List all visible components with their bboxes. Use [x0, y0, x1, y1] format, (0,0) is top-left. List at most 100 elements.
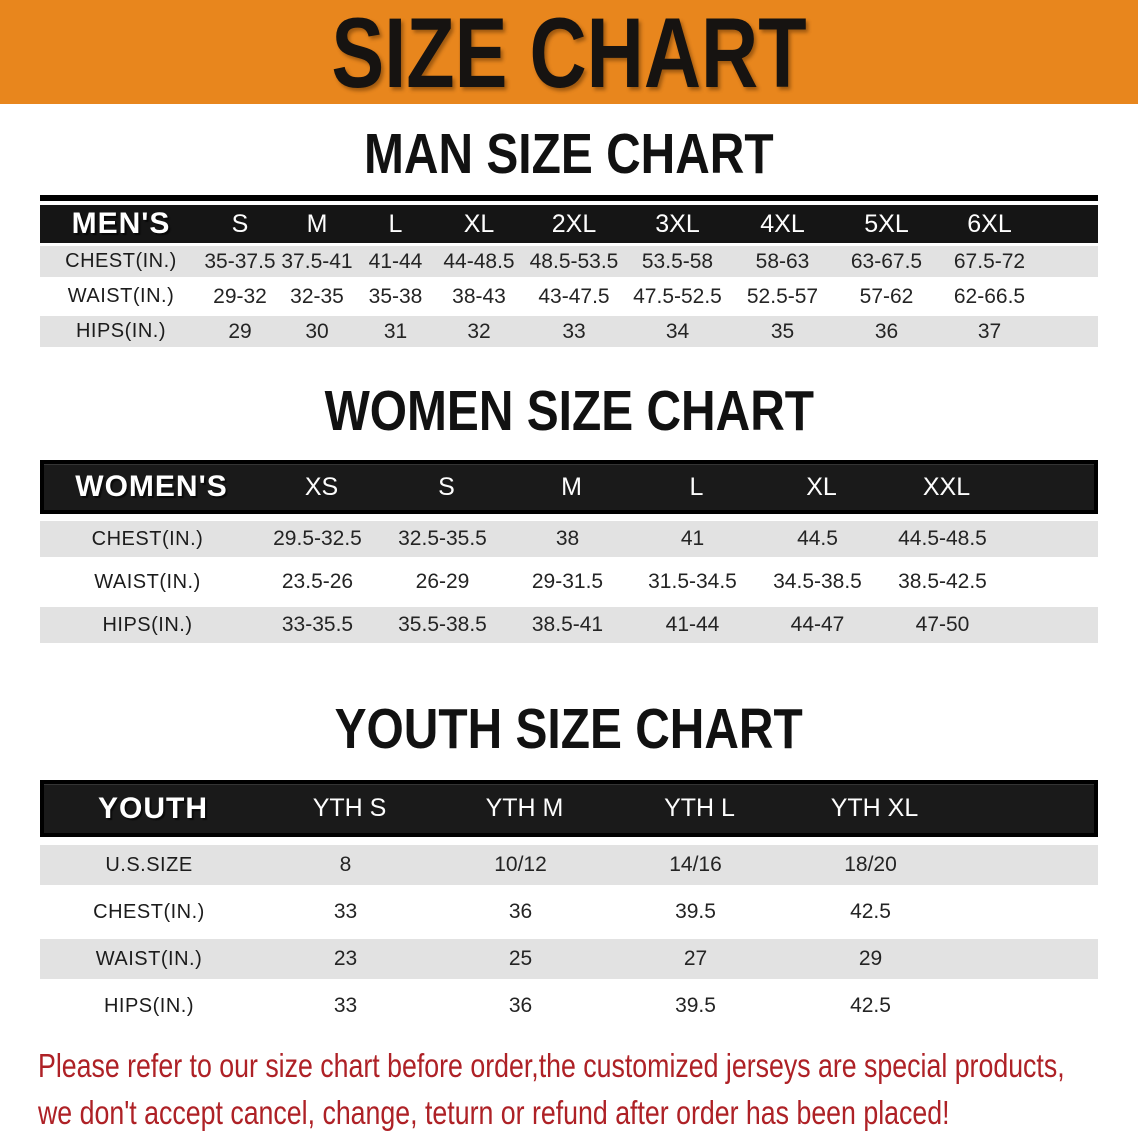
table-row: CHEST(IN.) 29.5-32.5 32.5-35.5 38 41 44.5 44.5… — [40, 521, 1098, 557]
row-label: CHEST(IN.) — [93, 900, 205, 923]
column-header: 4XL — [760, 209, 805, 238]
women-size-table: WOMEN'S XS S M L XL XXL CHEST(IN.) 29.5-32.5 32.5… — [40, 460, 1098, 643]
cell-value: 36 — [508, 994, 533, 1017]
size-chart-sections: MAN SIZE CHART MEN'S S M L XL 2XL 3XL 4XL 5XL 6XL C… — [0, 126, 1138, 1026]
row-label: WAIST(IN.) — [95, 947, 203, 970]
cell-value: 48.5-53.5 — [529, 249, 619, 273]
men-table-header-label: MEN'S — [71, 207, 171, 240]
cell-value: 35.5-38.5 — [398, 613, 487, 636]
men-table-body: CHEST(IN.) 35-37.5 37.5-41 41-44 44-48.5 48.5… — [40, 243, 1098, 347]
column-header: L — [689, 472, 704, 501]
women-table-header-row: WOMEN'S XS S M L XL XXL — [40, 460, 1098, 514]
column-header: XXL — [922, 472, 971, 501]
section-women: WOMEN SIZE CHART WOMEN'S XS S M L XL XXL CHEST(I… — [0, 383, 1138, 643]
cell-value: 23 — [333, 947, 358, 970]
cell-value: 39.5 — [675, 994, 716, 1017]
column-header: 3XL — [655, 209, 700, 238]
youth-size-table: YOUTH YTH S YTH M YTH L YTH XL U.S.SIZE 8 10/12… — [40, 780, 1098, 1026]
cell-value: 43-47.5 — [538, 284, 610, 308]
row-label: HIPS(IN.) — [103, 994, 195, 1017]
women-table-header-label: WOMEN'S — [75, 470, 228, 503]
table-row: WAIST(IN.) 29-32 32-35 35-38 38-43 43-47.5 47.… — [40, 281, 1098, 312]
cell-value: 37 — [977, 319, 1002, 343]
cell-value: 36 — [508, 900, 533, 923]
table-row: HIPS(IN.) 33-35.5 35.5-38.5 38.5-41 41-44 44-… — [40, 607, 1098, 643]
cell-value: 31.5-34.5 — [648, 570, 737, 593]
column-header: S — [438, 472, 455, 501]
cell-value: 32-35 — [290, 284, 344, 308]
cell-value: 53.5-58 — [641, 249, 714, 273]
cell-value: 44-48.5 — [443, 249, 515, 273]
column-header: XS — [304, 472, 339, 501]
cell-value: 42.5 — [850, 994, 891, 1017]
cell-value: 27 — [683, 947, 708, 970]
row-label: U.S.SIZE — [105, 853, 193, 876]
cell-value: 8 — [339, 853, 352, 876]
table-row: HIPS(IN.) 29 30 31 32 33 34 35 36 37 — [40, 316, 1098, 347]
cell-value: 29-32 — [213, 284, 267, 308]
cell-value: 26-29 — [415, 570, 470, 593]
disclaimer: Please refer to our size chart before or… — [38, 1042, 1100, 1132]
column-header: YTH L — [664, 794, 735, 822]
column-header: XL — [463, 209, 495, 238]
row-label: CHEST(IN.) — [91, 527, 204, 550]
youth-size-chart-heading: YOUTH SIZE CHART — [0, 701, 1138, 758]
cell-value: 29.5-32.5 — [273, 527, 362, 550]
row-label: CHEST(IN.) — [65, 250, 177, 272]
column-header: YTH XL — [830, 794, 919, 822]
cell-value: 44.5 — [797, 527, 838, 550]
cell-value: 25 — [508, 947, 533, 970]
column-header: M — [306, 209, 328, 238]
size-chart-banner: SIZE CHART — [0, 0, 1138, 104]
cell-value: 62-66.5 — [953, 284, 1026, 308]
youth-table-header-row: YOUTH YTH S YTH M YTH L YTH XL — [40, 780, 1098, 837]
disclaimer-line-2: we don't accept cancel, change, teturn o… — [38, 1094, 950, 1131]
cell-value: 36 — [874, 319, 899, 343]
column-header: 2XL — [551, 209, 597, 238]
cell-value: 42.5 — [850, 900, 891, 923]
cell-value: 23.5-26 — [281, 570, 354, 593]
column-header: YTH M — [485, 794, 564, 822]
women-size-chart-heading: WOMEN SIZE CHART — [0, 383, 1138, 440]
cell-value: 38.5-42.5 — [898, 570, 987, 593]
youth-table-header-label: YOUTH — [98, 791, 208, 825]
table-row: WAIST(IN.) 23.5-26 26-29 29-31.5 31.5-34.5 34… — [40, 564, 1098, 600]
cell-value: 33 — [333, 900, 358, 923]
men-size-chart-heading-text: MAN SIZE CHART — [364, 122, 774, 186]
men-table-header-row: MEN'S S M L XL 2XL 3XL 4XL 5XL 6XL — [40, 205, 1098, 243]
column-header: L — [388, 209, 403, 238]
cell-value: 41 — [680, 527, 705, 550]
cell-value: 35-38 — [368, 284, 423, 308]
cell-value: 58-63 — [755, 249, 810, 273]
table-top-rule — [40, 195, 1098, 201]
column-header: S — [231, 209, 249, 238]
column-header: YTH S — [312, 794, 387, 822]
cell-value: 33-35.5 — [281, 613, 354, 636]
cell-value: 32 — [467, 319, 491, 343]
table-row: HIPS(IN.) 33 36 39.5 42.5 — [40, 986, 1098, 1026]
column-header: XL — [806, 472, 837, 501]
cell-value: 38-43 — [452, 284, 506, 308]
cell-value: 39.5 — [675, 900, 716, 923]
table-row: CHEST(IN.) 35-37.5 37.5-41 41-44 44-48.5 48.5… — [40, 246, 1098, 277]
cell-value: 10/12 — [494, 853, 547, 876]
cell-value: 57-62 — [859, 284, 914, 308]
cell-value: 32.5-35.5 — [398, 527, 487, 550]
row-label: WAIST(IN.) — [67, 285, 175, 307]
cell-value: 41-44 — [665, 613, 720, 636]
women-table-body: CHEST(IN.) 29.5-32.5 32.5-35.5 38 41 44.5 44.5… — [40, 514, 1098, 643]
cell-value: 18/20 — [844, 853, 897, 876]
row-label: HIPS(IN.) — [75, 320, 167, 342]
cell-value: 38.5-41 — [531, 613, 604, 636]
column-header: 6XL — [967, 209, 1012, 238]
youth-table-body: U.S.SIZE 8 10/12 14/16 18/20 CHEST(IN.) 33 36 39… — [40, 837, 1098, 1026]
cell-value: 29-31.5 — [531, 570, 604, 593]
youth-size-chart-heading-text: YOUTH SIZE CHART — [334, 697, 804, 761]
cell-value: 44.5-48.5 — [898, 527, 987, 550]
cell-value: 14/16 — [669, 853, 722, 876]
cell-value: 52.5-57 — [746, 284, 819, 308]
cell-value: 35 — [770, 319, 795, 343]
cell-value: 44-47 — [790, 613, 845, 636]
cell-value: 29 — [228, 319, 252, 343]
cell-value: 63-67.5 — [850, 249, 923, 273]
